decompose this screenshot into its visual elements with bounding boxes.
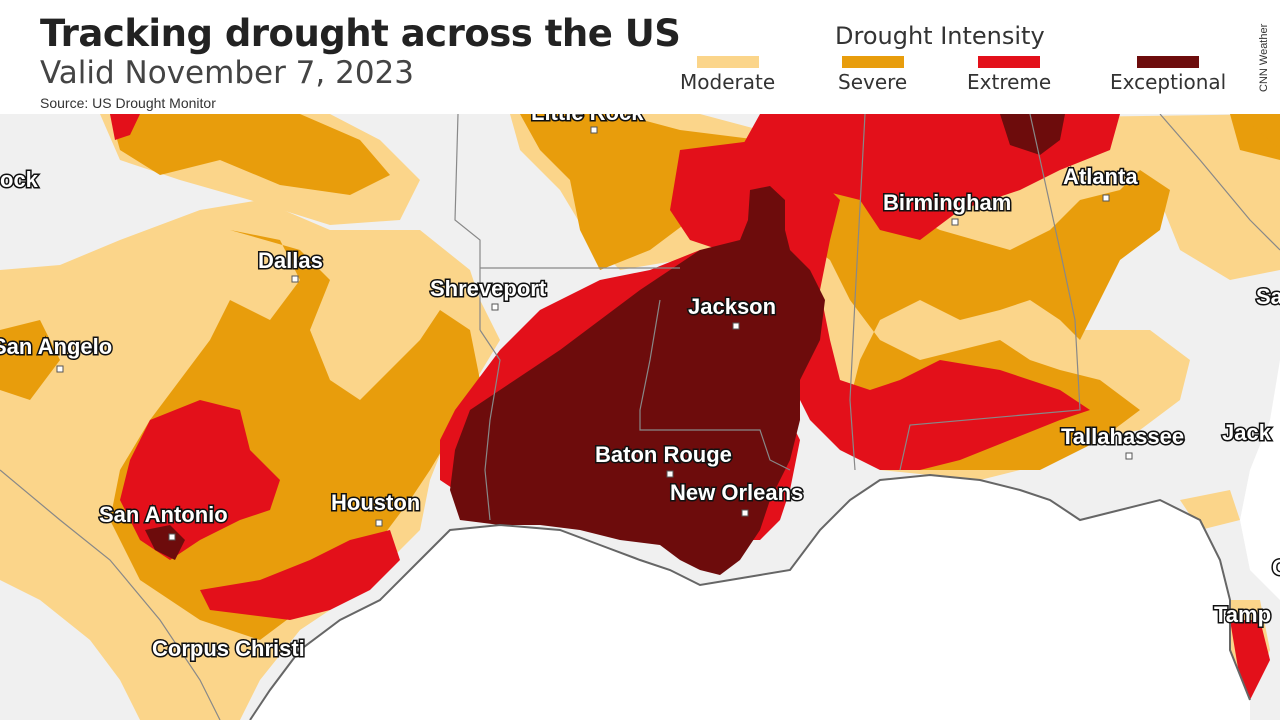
legend-item-moderate: Moderate: [680, 56, 775, 94]
city-marker-new-orleans: [741, 509, 749, 517]
legend-label-severe: Severe: [838, 70, 908, 94]
city-label-new-orleans: New Orleans: [670, 480, 803, 505]
city-marker-little-rock: [590, 126, 598, 134]
city-marker-jackson: [732, 322, 740, 330]
city-label-san-angelo: San Angelo: [0, 334, 112, 359]
legend-title: Drought Intensity: [835, 22, 1045, 50]
city-label-partial-tamp: Tamp: [1214, 602, 1271, 627]
gulf-of-mexico: [250, 475, 1250, 720]
page-subtitle: Valid November 7, 2023: [40, 55, 414, 91]
city-label-jackson: Jackson: [688, 294, 776, 319]
atlantic-ocean: [1240, 360, 1280, 600]
source-note: Source: US Drought Monitor: [40, 95, 216, 111]
city-marker-dallas: [291, 275, 299, 283]
page-title: Tracking drought across the US: [40, 12, 681, 55]
legend-label-extreme: Extreme: [967, 70, 1052, 94]
city-label-houston: Houston: [331, 490, 420, 515]
city-markers: [56, 126, 1133, 541]
coastline: [249, 473, 1251, 720]
legend-item-severe: Severe: [838, 56, 907, 94]
legend-item-exceptional: Exceptional: [1110, 56, 1226, 94]
legend-swatch-moderate: [696, 56, 759, 68]
city-marker-san-angelo: [56, 365, 64, 373]
city-marker-baton-rouge: [666, 470, 674, 478]
city-labels: Little Rock Dallas Shreveport Jackson Bi…: [0, 114, 1280, 663]
city-label-partial-o: O: [1272, 555, 1280, 580]
legend-swatch-severe: [841, 56, 904, 68]
city-marker-birmingham: [951, 218, 959, 226]
header: Tracking drought across the US Valid Nov…: [0, 0, 1280, 114]
city-label-partial-jack: Jack: [1222, 420, 1272, 445]
city-label-baton-rouge: Baton Rouge: [595, 442, 732, 467]
legend-label-moderate: Moderate: [680, 70, 776, 94]
city-marker-atlanta: [1102, 194, 1110, 202]
legend-swatch-exceptional: [1137, 56, 1200, 68]
legend-swatch-extreme: [978, 56, 1041, 68]
city-marker-houston: [375, 519, 383, 527]
legend-item-extreme: Extreme: [967, 56, 1051, 94]
city-marker-tallahassee: [1125, 452, 1133, 460]
credit: CNN Weather: [1258, 6, 1272, 92]
city-label-corpus-christi: Corpus Christi: [152, 636, 305, 661]
city-label-partial-ock: ock: [0, 167, 39, 192]
city-label-birmingham: Birmingham: [883, 190, 1011, 215]
city-label-san-antonio: San Antonio: [99, 502, 228, 527]
city-marker-san-antonio: [168, 533, 176, 541]
city-label-shreveport: Shreveport: [430, 276, 547, 301]
credit-text: CNN Weather: [1258, 23, 1270, 92]
city-label-tallahassee: Tallahassee: [1061, 424, 1184, 449]
city-label-dallas: Dallas: [258, 248, 323, 273]
city-marker-shreveport: [491, 303, 499, 311]
drought-map: Little Rock Dallas Shreveport Jackson Bi…: [0, 114, 1280, 720]
city-label-partial-sa: Sa: [1256, 284, 1280, 309]
city-label-atlanta: Atlanta: [1063, 164, 1138, 189]
state-borders: [0, 114, 1280, 720]
legend-label-exceptional: Exceptional: [1110, 70, 1227, 94]
city-label-little-rock: Little Rock: [531, 114, 644, 125]
